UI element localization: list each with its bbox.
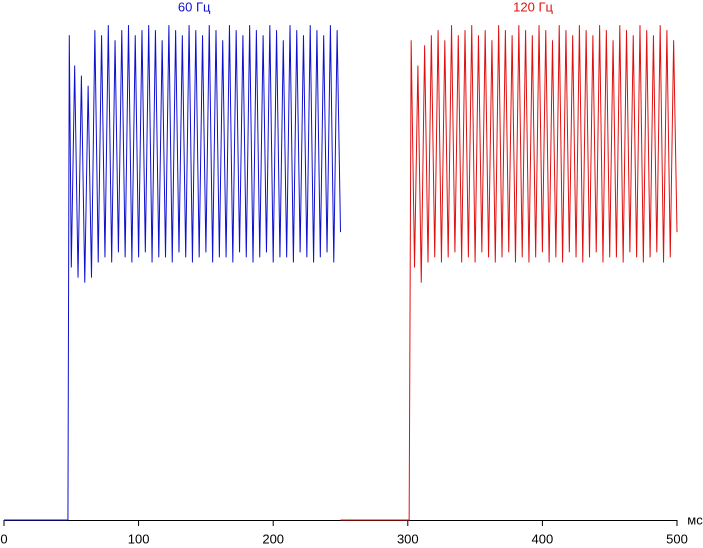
x-tick-label: 500 bbox=[666, 531, 688, 546]
x-tick-label: 200 bbox=[262, 531, 284, 546]
series-label: 60 Гц bbox=[178, 0, 211, 14]
series-line bbox=[4, 25, 341, 521]
x-tick-label: 400 bbox=[532, 531, 554, 546]
x-tick-label: 100 bbox=[128, 531, 150, 546]
series-label: 120 Гц bbox=[513, 0, 553, 14]
x-axis-label: мс bbox=[687, 512, 703, 527]
series-line bbox=[340, 25, 678, 521]
x-tick-label: 0 bbox=[0, 531, 7, 546]
x-tick-label: 300 bbox=[397, 531, 419, 546]
